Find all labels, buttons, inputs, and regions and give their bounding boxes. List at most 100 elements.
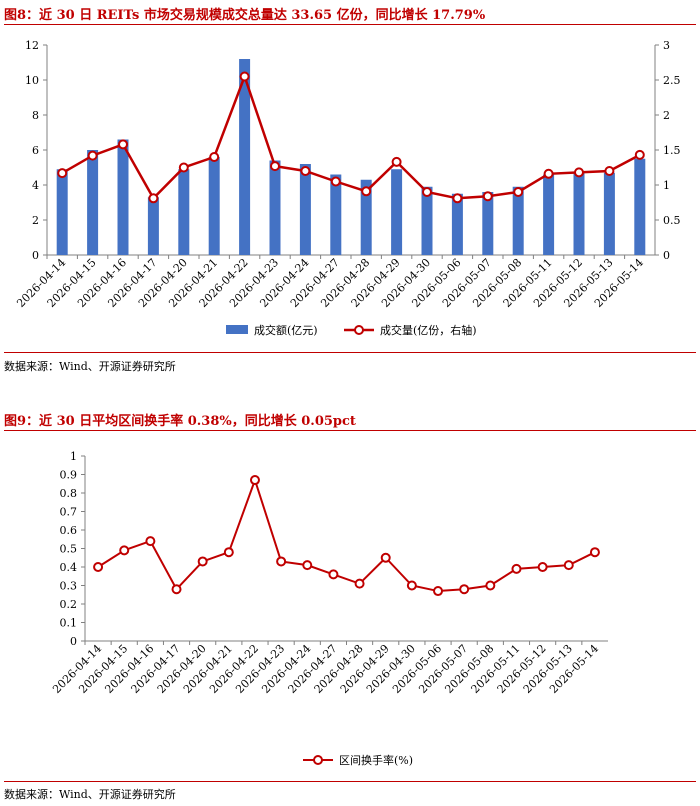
turnover-rate-point	[354, 578, 365, 589]
bar-turnover	[543, 174, 555, 255]
turnover-rate-point	[223, 547, 234, 558]
right-y-tick-label: 2	[663, 109, 670, 122]
y-tick-label: 0.3	[60, 580, 78, 593]
figure-9-title: 图9：近 30 日平均区间换手率 0.38%，同比增长 0.05pct	[4, 414, 356, 429]
legend-line-marker	[354, 325, 364, 335]
y-tick-label: 1	[70, 450, 77, 463]
volume-point	[330, 176, 341, 187]
figure-9-source: 数据来源：Wind、开源证券研究所	[4, 788, 176, 801]
volume-point	[574, 167, 584, 178]
turnover-rate-point	[380, 552, 391, 563]
bar-turnover	[299, 164, 311, 255]
bar-turnover	[269, 160, 281, 255]
turnover-rate-point	[328, 569, 339, 580]
volume-point	[300, 166, 311, 176]
y-tick-label: 0.9	[60, 469, 78, 482]
turnover-rate-point	[511, 563, 522, 574]
bar-turnover	[87, 150, 99, 255]
y-tick-label: 0.1	[60, 617, 78, 630]
turnover-rate-point	[433, 586, 444, 597]
volume-point	[604, 166, 615, 176]
volume-point	[209, 152, 220, 162]
left-y-tick-label: 4	[32, 179, 39, 192]
legend-bar-swatch	[226, 325, 248, 334]
figure-8-title: 图8：近 30 日 REITs 市场交易规模成交总量达 33.65 亿份，同比增…	[4, 8, 486, 23]
volume-point	[452, 193, 463, 204]
left-y-tick-label: 0	[32, 249, 39, 262]
volume-point	[422, 187, 432, 197]
right-y-tick-label: 1.5	[663, 144, 681, 157]
turnover-rate-point	[459, 584, 470, 595]
volume-point	[239, 71, 250, 82]
bar-turnover	[330, 174, 342, 255]
right-y-tick-label: 0.5	[663, 214, 681, 227]
bar-turnover	[208, 157, 220, 255]
legend-line-label: 区间换手率(%)	[339, 753, 413, 767]
turnover-rate-point	[249, 475, 260, 486]
turnover-rate-point	[589, 547, 600, 558]
volume-point	[482, 191, 493, 202]
figure-8-bottom-rule	[4, 352, 696, 353]
volume-point	[270, 161, 280, 172]
volume-point	[391, 156, 402, 167]
figure-9-chart: 00.10.20.30.40.50.60.70.80.912026-04-142…	[50, 450, 608, 767]
y-tick-label: 0.2	[60, 598, 78, 611]
bar-turnover	[603, 172, 615, 255]
turnover-rate-point	[197, 556, 208, 567]
y-tick-label: 0.7	[60, 506, 78, 519]
bar-turnover	[178, 169, 190, 255]
figure-8-source: 数据来源：Wind、开源证券研究所	[4, 360, 176, 373]
bar-turnover	[391, 169, 403, 255]
volume-point	[634, 149, 645, 160]
volume-point	[513, 187, 524, 197]
volume-point	[543, 168, 554, 179]
turnover-rate-point	[276, 556, 287, 567]
figure-8-chart: 02468101200.511.522.532026-04-142026-04-…	[14, 39, 681, 337]
right-y-tick-label: 3	[663, 39, 670, 52]
left-y-tick-label: 10	[25, 74, 39, 87]
right-y-tick-label: 2.5	[663, 74, 681, 87]
volume-line	[61, 72, 641, 201]
bar-turnover	[451, 193, 463, 255]
bar-turnover	[56, 169, 68, 255]
volume-point	[148, 193, 159, 204]
left-y-tick-label: 12	[25, 39, 39, 52]
left-y-tick-label: 2	[32, 214, 39, 227]
turnover-rate-point	[485, 580, 496, 591]
turnover-rate-point	[406, 580, 417, 591]
y-tick-label: 0.6	[60, 524, 78, 537]
bar-turnover	[512, 186, 524, 255]
bar-turnover	[634, 158, 646, 255]
figure-9-bottom-rule	[4, 781, 696, 782]
left-y-tick-label: 8	[32, 109, 39, 122]
volume-point	[361, 186, 372, 197]
bar-turnover	[573, 172, 585, 255]
turnover-rate-point	[145, 536, 156, 547]
volume-point	[57, 168, 68, 179]
volume-point	[87, 150, 98, 161]
volume-point	[118, 139, 128, 150]
y-tick-label: 0.4	[60, 561, 78, 574]
turnover-rate-point	[537, 562, 548, 572]
figure-9-title-rule	[4, 430, 696, 431]
turnover-rate-point	[563, 560, 574, 571]
bar-turnover	[421, 186, 433, 255]
left-y-tick-label: 6	[32, 144, 39, 157]
legend-bar-label: 成交额(亿元)	[254, 323, 318, 337]
right-y-tick-label: 0	[663, 249, 670, 262]
turnover-rate-point	[93, 562, 104, 572]
legend-line-label: 成交量(亿份，右轴)	[380, 323, 477, 337]
bar-turnover	[239, 59, 251, 255]
turnover-rate-point	[171, 584, 182, 595]
volume-point	[178, 162, 189, 173]
bar-turnover	[482, 192, 494, 255]
right-y-tick-label: 1	[663, 179, 670, 192]
bar-turnover	[360, 179, 372, 255]
legend-line-marker	[313, 755, 323, 765]
bar-turnover	[147, 197, 159, 255]
bar-turnover	[117, 139, 129, 255]
y-tick-label: 0.5	[60, 543, 78, 556]
turnover-rate-point	[302, 560, 313, 571]
y-tick-label: 0.8	[60, 487, 78, 500]
turnover-rate-line	[97, 476, 596, 593]
